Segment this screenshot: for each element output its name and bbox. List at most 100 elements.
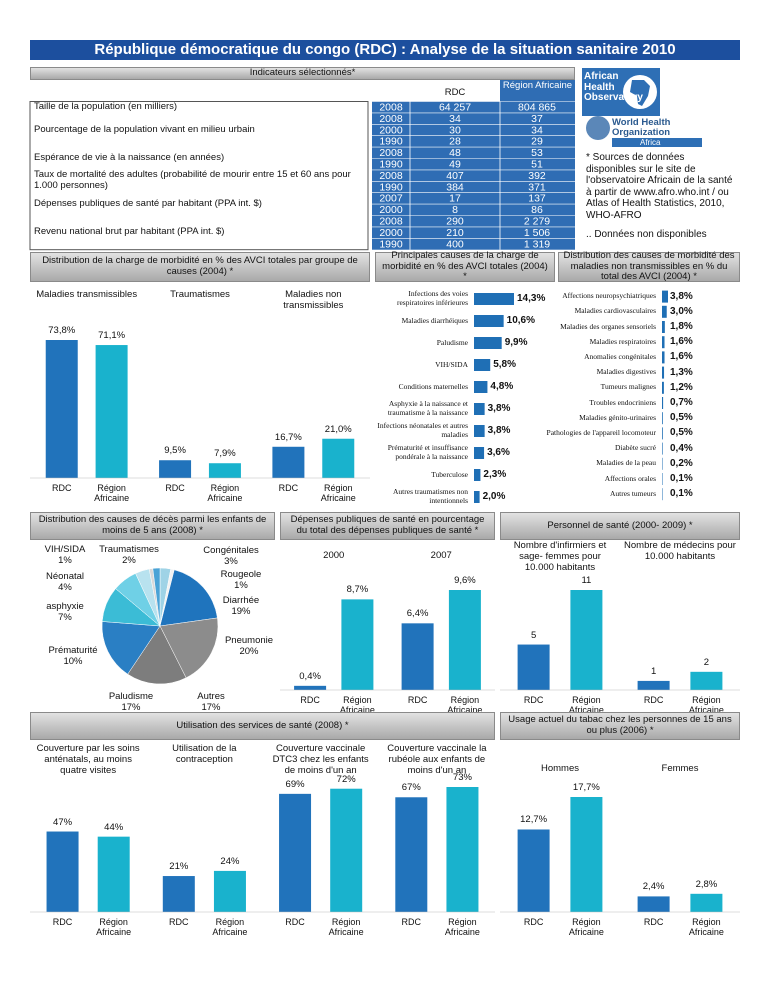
cell-value: 2007 [379,193,403,205]
bar-label: Tumeurs malignes [600,382,656,392]
bar [446,787,479,912]
bar [637,680,670,690]
bar [662,442,663,455]
group-label: 2007 [430,550,452,561]
cell-value: 137 [528,193,546,205]
panel-title: Personnel de santé (2000- 2009) * [500,512,740,540]
bar-label: Prématurité et insuffisance pondérale à … [387,443,468,461]
region-header-bg [500,80,575,102]
pie-label-name: VIH/SIDA [44,544,86,555]
bar [279,793,312,912]
pie-label-value: 19% [231,605,251,617]
indicator-label: Dépenses publiques de santé par habitant… [34,197,262,209]
bar-label: Maladies digestives [596,367,656,377]
group-label: Utilisation de la contraception [172,743,237,765]
pie-label-name: Traumatismes [99,544,159,555]
value-label: 0,5% [670,412,693,424]
pie-label-value: 17% [121,701,141,713]
bar [690,893,723,912]
pie-label-value: 1% [58,554,72,566]
pie-label: Traumatismes 2% [98,544,160,567]
bar-label: Maladies cardiovasculaires [574,306,656,316]
pie-label-value: 10% [63,655,83,667]
bar [341,599,374,690]
bar-label: Troubles endocriniens [589,397,656,407]
category-label: RDC [51,483,72,493]
indicator-label: Pourcentage de la population vivant en m… [34,123,255,135]
panel-title: Utilisation des services de santé (2008)… [30,712,495,740]
bar [330,788,363,912]
value-label: 0,4% [670,442,693,454]
cell-value: 2 279 [524,215,550,227]
bar [97,836,130,912]
bar-label: Asphyxie à la naissance et traumatisme à… [387,399,468,417]
value-label: 2 [703,656,710,668]
cell-value: 1990 [379,158,403,170]
bar-label: Autres tumeurs [609,488,656,498]
cell-value: 400 [446,238,464,250]
cell-value: 2008 [379,147,403,159]
bar [637,896,670,912]
bar [474,315,504,327]
cell-value: 8 [452,204,458,216]
bar-label: Conditions maternelles [398,381,468,391]
panel-title: Principales causes de la charge de morbi… [375,250,555,282]
cell-value: 34 [531,124,543,136]
pie-label-value: 1% [234,579,248,591]
bar-label: Maladies des organes sensoriels [560,321,656,331]
value-label: 72% [336,773,356,785]
bar [662,488,663,501]
category-label: Région Africaine [444,917,480,938]
bar [208,463,241,478]
value-label: 7,9% [214,448,236,460]
category-label: Région Africaine [447,695,483,716]
pie-slice [152,567,161,627]
bar [95,345,128,478]
value-label: 17,7% [572,782,600,793]
missing-note: .. Données non disponibles [586,229,707,240]
bar-label: Infections néonatales et autres maladies [377,421,468,439]
value-label: 47% [53,816,73,828]
category-label: Région Africaine [94,483,130,504]
cell-value: 53 [531,147,543,159]
value-label: 1,2% [670,381,693,393]
value-label: 73,8% [48,325,76,336]
bar [474,491,480,503]
pie-label-value: 7% [58,611,72,623]
value-label: 2,4% [642,881,665,893]
pie-label-name: Prématurité [48,645,98,656]
category-label: RDC [523,917,544,927]
panel-title: Dépenses publiques de santé en pourcenta… [280,512,495,540]
group-label: Hommes [540,763,579,774]
value-label: 9,6% [454,575,476,586]
value-label: 0,5% [670,427,693,439]
group-label: Maladies non transmissibles [283,289,344,311]
value-label: 6,4% [406,608,429,620]
category-label: RDC [643,917,664,927]
cell-value: 2008 [379,170,403,182]
who-text: World Health Organization [612,117,671,138]
category-label: RDC [285,917,305,927]
pie-label-name: Congénitales [203,545,259,556]
pie-label: Néonatal 4% [34,571,96,594]
title: République démocratique du congo (RDC) :… [30,40,740,60]
value-label: 24% [220,855,240,867]
pie-label: asphyxie 7% [34,601,96,624]
column-header: RDC [444,87,466,98]
bar [474,447,485,459]
cell-value: 2000 [379,124,403,136]
group-label: Maladies transmissibles [36,289,138,300]
cell-value: 1990 [379,181,403,193]
bar-label: Affections orales [604,473,656,483]
category-label: RDC [523,695,544,705]
pie-label-value: 3% [224,555,238,567]
pie-label: Rougeole 1% [210,569,272,592]
category-label: Région Africaine [568,917,604,938]
pie-label: Paludisme 17% [100,691,162,714]
bar [474,293,514,305]
panel-title: Distribution des causes de morbidité des… [558,250,740,282]
panel-title: Distribution des causes de décès parmi l… [30,512,275,540]
bar [517,644,550,690]
cell-value: 86 [531,204,543,216]
